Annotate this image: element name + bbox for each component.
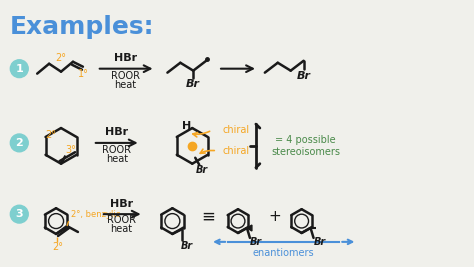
Text: 2°: 2° bbox=[55, 53, 66, 63]
Circle shape bbox=[10, 205, 28, 223]
Text: Examples:: Examples: bbox=[9, 15, 154, 39]
Text: Br: Br bbox=[297, 70, 310, 81]
Text: HBr: HBr bbox=[110, 199, 133, 209]
Text: chiral: chiral bbox=[222, 125, 249, 135]
Text: Br: Br bbox=[250, 237, 262, 247]
Text: = 4 possible
stereoisomers: = 4 possible stereoisomers bbox=[271, 135, 340, 157]
Text: 3: 3 bbox=[16, 209, 23, 219]
Text: 2°: 2° bbox=[53, 242, 64, 252]
Text: ROOR: ROOR bbox=[102, 145, 131, 155]
Text: Br: Br bbox=[196, 165, 208, 175]
Polygon shape bbox=[247, 225, 252, 231]
Text: Br: Br bbox=[186, 78, 200, 89]
Circle shape bbox=[10, 134, 28, 152]
Text: 2°, benzylic: 2°, benzylic bbox=[71, 210, 120, 219]
Text: heat: heat bbox=[106, 154, 128, 164]
Text: 3°: 3° bbox=[65, 145, 76, 155]
Text: HBr: HBr bbox=[105, 127, 128, 137]
Circle shape bbox=[10, 60, 28, 78]
Text: ≡: ≡ bbox=[201, 207, 215, 225]
Text: chiral: chiral bbox=[222, 146, 249, 156]
Text: H: H bbox=[182, 121, 191, 131]
Text: ROOR: ROOR bbox=[107, 215, 136, 225]
Text: +: + bbox=[268, 209, 281, 224]
Text: 1: 1 bbox=[16, 64, 23, 74]
Text: ROOR: ROOR bbox=[111, 70, 140, 81]
Text: Br: Br bbox=[181, 241, 193, 251]
Text: heat: heat bbox=[115, 80, 137, 89]
Text: Br: Br bbox=[313, 237, 326, 247]
Text: 2°: 2° bbox=[46, 130, 56, 140]
Text: HBr: HBr bbox=[114, 53, 137, 63]
Text: 1°: 1° bbox=[77, 69, 88, 78]
Text: heat: heat bbox=[110, 224, 133, 234]
Text: enantiomers: enantiomers bbox=[253, 248, 315, 258]
Text: 2: 2 bbox=[16, 138, 23, 148]
